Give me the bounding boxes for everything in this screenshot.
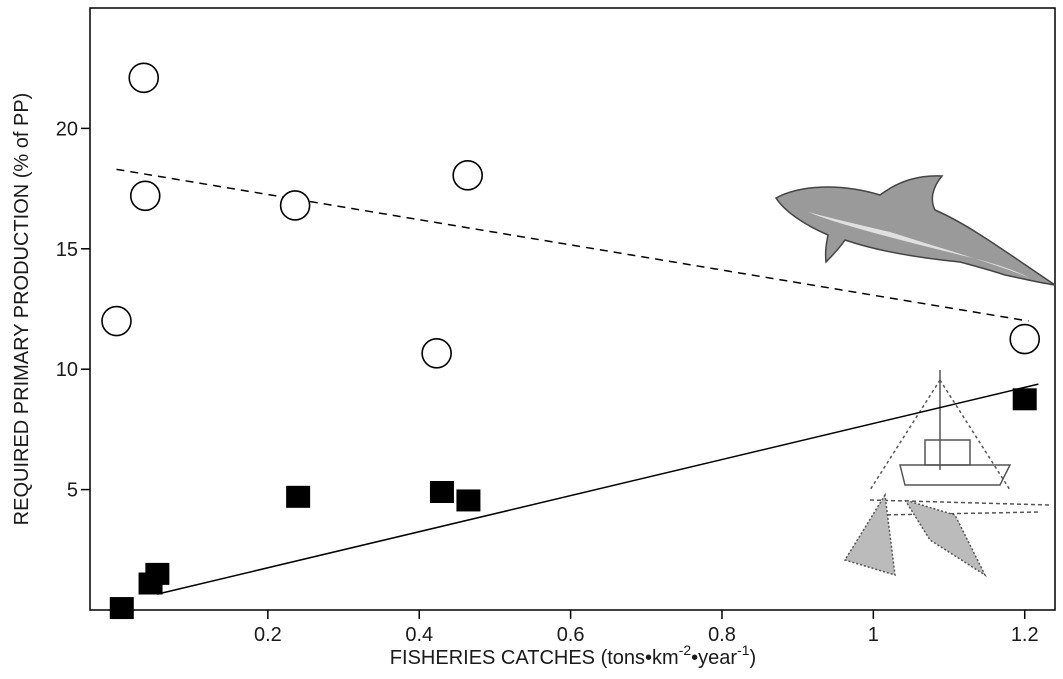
- x-tick-label: 1.2: [1011, 624, 1039, 646]
- chart: FISHERIES CATCHES (tons•km-2•year-1) REQ…: [0, 0, 1063, 674]
- plot-frame: [90, 8, 1055, 610]
- point: [145, 563, 169, 585]
- point: [110, 597, 134, 619]
- x-axis-label: FISHERIES CATCHES (tons•km-2•year-1): [390, 642, 756, 669]
- x-tick-label: 0.2: [254, 624, 282, 646]
- point: [456, 489, 480, 511]
- point: [430, 481, 454, 503]
- point: [422, 339, 451, 368]
- x-label-text: FISHERIES CATCHES (tons•km: [390, 647, 679, 669]
- point: [1013, 388, 1037, 410]
- y-tick-label: 15: [56, 239, 78, 261]
- x-tick-label: 0.8: [708, 624, 736, 646]
- point: [281, 191, 310, 220]
- x-label-text: ): [750, 647, 757, 669]
- x-tick-label: 0.4: [405, 624, 433, 646]
- point: [129, 63, 158, 92]
- y-axis-label: REQUIRED PRIMARY PRODUCTION (% of PP): [11, 93, 33, 526]
- x-label-superscript: -1: [737, 642, 750, 658]
- x-label-text: •year: [691, 647, 737, 669]
- point: [286, 486, 310, 508]
- x-tick-label: 1: [868, 624, 879, 646]
- point: [102, 307, 131, 336]
- point: [453, 161, 482, 190]
- dolphin-illustration: [776, 176, 1055, 285]
- x-tick-label: 0.6: [557, 624, 585, 646]
- x-label-superscript: -2: [679, 642, 692, 658]
- point: [131, 181, 160, 210]
- y-tick-label: 20: [56, 118, 78, 140]
- point: [1010, 325, 1039, 354]
- y-tick-label: 10: [56, 359, 78, 381]
- y-tick-label: 5: [67, 480, 78, 502]
